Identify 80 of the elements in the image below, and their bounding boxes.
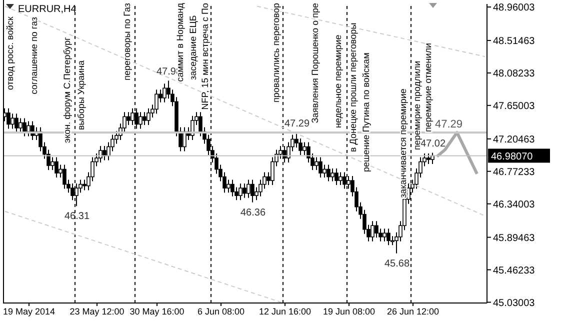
- y-tick-label: 45.46233: [493, 265, 536, 276]
- candlestick: [370, 220, 374, 242]
- annotation: недельное перемирие: [333, 34, 343, 128]
- x-tick-label: 19 Jun 08:00: [322, 306, 376, 316]
- annotation: экон. форум С.Петербург: [62, 36, 72, 143]
- y-tick-label: 48.08233: [493, 68, 536, 80]
- annotation: соглашение по газ: [29, 17, 39, 94]
- y-tick-label: 47.20463: [493, 134, 536, 146]
- candlestick: [430, 152, 434, 165]
- y-tick-label: 46.34003: [493, 199, 536, 210]
- candlestick: [334, 168, 338, 186]
- candlestick: [326, 164, 330, 182]
- annotation: 47.29: [284, 118, 310, 130]
- candlestick: [426, 153, 430, 165]
- ref-line-label: 47.29: [435, 118, 463, 130]
- x-tick-label: 19 May 2014: [2, 306, 56, 316]
- y-tick-label: 48.51463: [493, 36, 536, 48]
- candlestick: [190, 115, 194, 140]
- x-tick-label: 6 Jun 08:00: [197, 306, 245, 316]
- candlestick: [374, 220, 378, 238]
- candlestick: [50, 156, 54, 171]
- annotation: NFP, 15 мин встреча с По: [200, 3, 210, 110]
- candlestick: [314, 156, 318, 171]
- annotation: провалились переговор: [271, 3, 281, 102]
- candlestick: [154, 89, 158, 114]
- candlestick: [82, 179, 86, 191]
- annotation: перемирие отменили: [423, 42, 433, 132]
- candlestick: [26, 120, 30, 137]
- ref-line-label: 46.98070: [491, 152, 534, 163]
- y-tick-label: 47.65003: [493, 100, 536, 112]
- candlestick: [14, 113, 18, 132]
- candlestick: [238, 183, 242, 201]
- annotation: 47.02: [420, 138, 446, 150]
- y-tick-label: 48.96003: [493, 2, 536, 14]
- chart-title: EURRUR,H4: [18, 4, 77, 15]
- candlestick: [330, 168, 334, 182]
- candlestick: [98, 145, 102, 164]
- annotation: выборы Украина: [76, 60, 86, 130]
- candlestick: [226, 179, 230, 194]
- candlestick: [162, 83, 166, 103]
- annotation: 45.68: [384, 258, 410, 270]
- candlestick: [338, 172, 342, 186]
- candlestick: [146, 108, 150, 126]
- x-tick-label: 23 May 12:00: [70, 306, 124, 316]
- candlestick: [18, 118, 22, 132]
- candlestick: [386, 228, 390, 246]
- x-tick-label: 30 May 16:00: [130, 306, 184, 316]
- candlestick: [138, 112, 142, 130]
- candlestick: [250, 179, 254, 203]
- candlestick: [126, 112, 130, 126]
- annotation: Заявления Порошенко о пре: [310, 3, 320, 124]
- annotation: решение Путина по войскам: [361, 52, 371, 172]
- annotation: заседание ЕЦБ: [188, 15, 198, 80]
- candlestick: [6, 108, 10, 130]
- y-tick-label: 45.89463: [493, 232, 536, 244]
- candlestick: [298, 138, 302, 156]
- candlestick: [382, 228, 386, 242]
- candlestick: [246, 179, 250, 198]
- candlestick: [10, 113, 14, 130]
- x-tick-label: 12 Jun 16:00: [258, 306, 312, 316]
- annotation: 46.36: [240, 207, 266, 218]
- x-tick-label: 26 Jun 12:00: [386, 306, 440, 316]
- candlestick: [242, 183, 246, 198]
- candlestick: [230, 179, 234, 197]
- candlestick: [318, 156, 322, 178]
- candlestick: [322, 164, 326, 178]
- annotation: заканчивается перемирие: [398, 88, 408, 198]
- annotation: отвод росс. войск: [5, 16, 15, 90]
- annotation: в Донецке прошли переговоры: [348, 22, 358, 152]
- candlestick: [54, 156, 58, 178]
- annotation: 46.31: [64, 211, 90, 222]
- annotation: перемирие продлили: [412, 60, 422, 150]
- candlestick: [22, 118, 26, 137]
- annotation: переговоры по Газ: [122, 3, 132, 80]
- y-tick-label: 46.77233: [493, 166, 536, 178]
- candlestick: [142, 112, 146, 126]
- candlestick: [182, 126, 186, 152]
- y-tick-label: 45.03003: [493, 298, 536, 309]
- candlestick: [302, 142, 306, 156]
- candlestick: [62, 164, 66, 190]
